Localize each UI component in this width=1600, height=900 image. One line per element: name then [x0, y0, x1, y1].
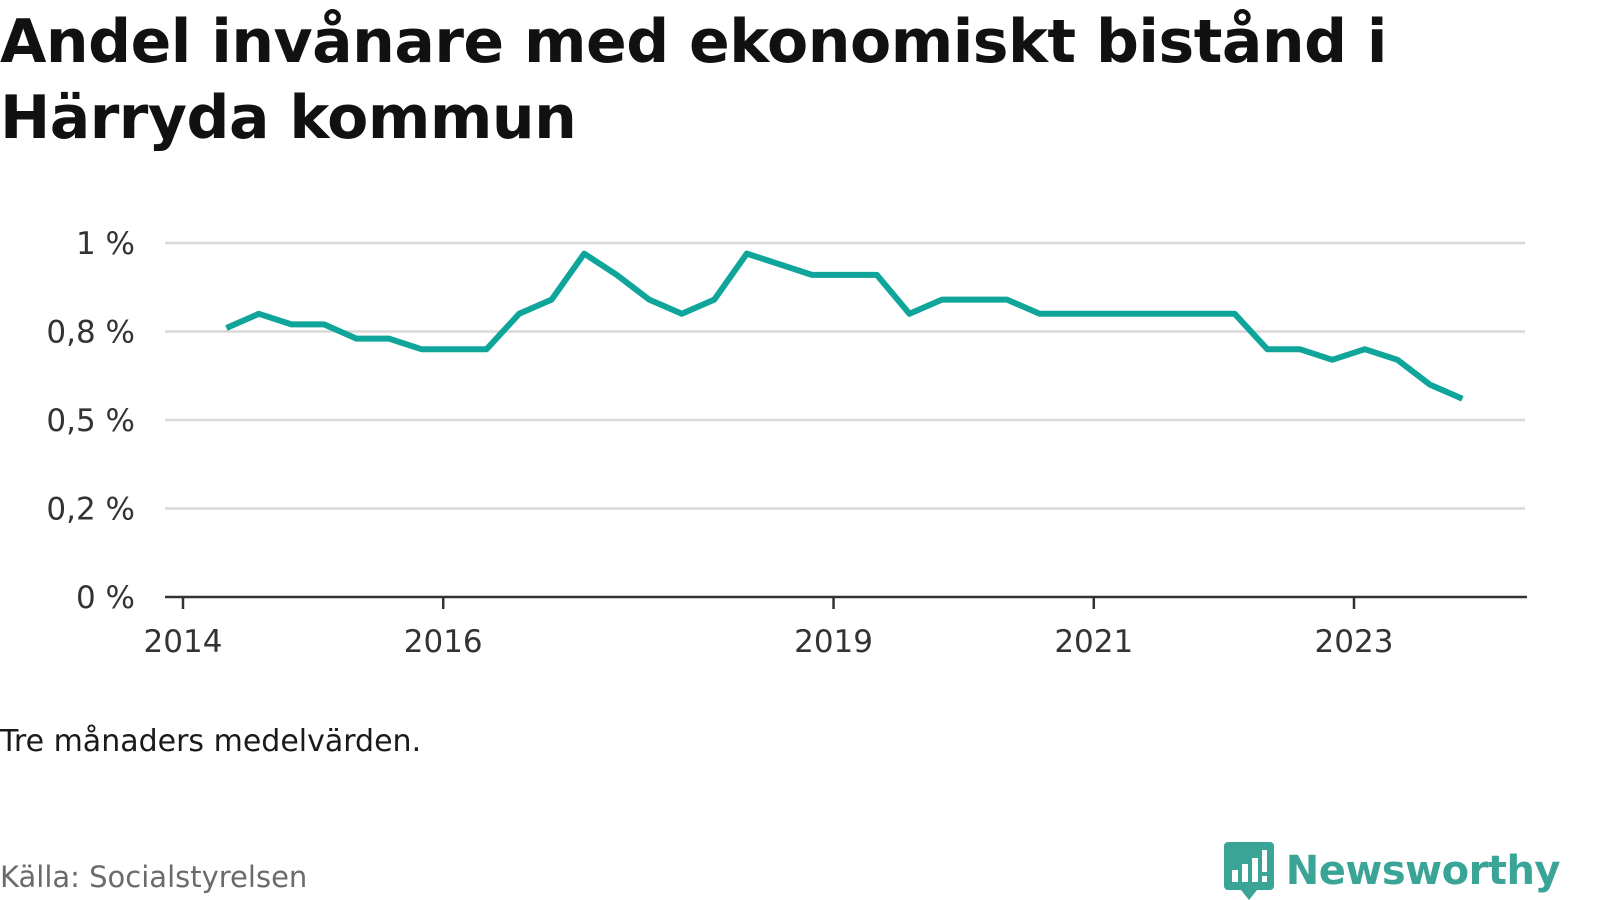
- data-point: [516, 311, 522, 317]
- y-tick-label: 0 %: [76, 580, 135, 616]
- data-point: [1329, 357, 1335, 363]
- data-point: [1004, 297, 1010, 303]
- data-point: [939, 297, 945, 303]
- y-tick-label: 0,2 %: [46, 492, 135, 528]
- x-tick-label: 2019: [794, 624, 873, 660]
- data-point: [711, 297, 717, 303]
- data-point: [223, 325, 229, 331]
- data-point: [1394, 357, 1400, 363]
- x-tick-label: 2014: [144, 624, 223, 660]
- data-point: [1134, 311, 1140, 317]
- data-point: [809, 272, 815, 278]
- data-point: [581, 251, 587, 257]
- data-point: [353, 336, 359, 342]
- data-point: [386, 336, 392, 342]
- newsworthy-logo: Newsworthy: [1223, 842, 1561, 900]
- data-point: [1232, 311, 1238, 317]
- data-point: [614, 272, 620, 278]
- data-point: [1297, 346, 1303, 352]
- y-axis-ticks: 0 % 0,2 % 0,5 % 0,8 % 1 %: [46, 226, 135, 616]
- data-point: [1199, 311, 1205, 317]
- y-tick-label: 0,8 %: [46, 315, 135, 351]
- data-point: [1037, 311, 1043, 317]
- chart-note: Tre månaders medelvärden.: [0, 724, 422, 759]
- data-point: [288, 321, 294, 327]
- brand-name: Newsworthy: [1285, 848, 1561, 894]
- data-point: [679, 311, 685, 317]
- y-tick-label: 1 %: [76, 226, 135, 262]
- data-point: [1102, 311, 1108, 317]
- data-point: [1167, 311, 1173, 317]
- data-point: [549, 297, 555, 303]
- data-point: [256, 311, 262, 317]
- data-point: [906, 311, 912, 317]
- line-chart: 0 %0,2 %0,5 %0,8 %1 % 2014 2016 2019 2021 20…: [46, 226, 1527, 660]
- data-point: [1427, 382, 1433, 388]
- chart-title: Andel invånare med ekonomiskt bistånd i …: [0, 7, 1387, 153]
- y-tick-label: 0,5 %: [46, 403, 135, 439]
- data-point: [1362, 346, 1368, 352]
- data-point: [484, 346, 490, 352]
- data-point: [776, 261, 782, 267]
- series-line: [225, 250, 1464, 402]
- x-axis-ticks: 2014 2016 2019 2021 2023: [144, 597, 1394, 660]
- data-point: [1459, 396, 1465, 402]
- bar-chart-speech-bubble-icon: [1223, 842, 1274, 900]
- x-tick-label: 2023: [1315, 624, 1394, 660]
- data-point: [972, 297, 978, 303]
- data-point: [646, 297, 652, 303]
- source-label: Källa: Socialstyrelsen: [0, 860, 308, 894]
- x-tick-label: 2016: [404, 624, 483, 660]
- data-point: [419, 346, 425, 352]
- data-point: [874, 272, 880, 278]
- x-tick-label: 2021: [1054, 624, 1133, 660]
- data-point: [841, 272, 847, 278]
- data-point: [321, 321, 327, 327]
- data-point: [744, 251, 750, 257]
- data-points: [223, 251, 1465, 402]
- data-point: [1069, 311, 1075, 317]
- gridlines: [165, 241, 1525, 510]
- data-point: [1264, 346, 1270, 352]
- data-point: [451, 346, 457, 352]
